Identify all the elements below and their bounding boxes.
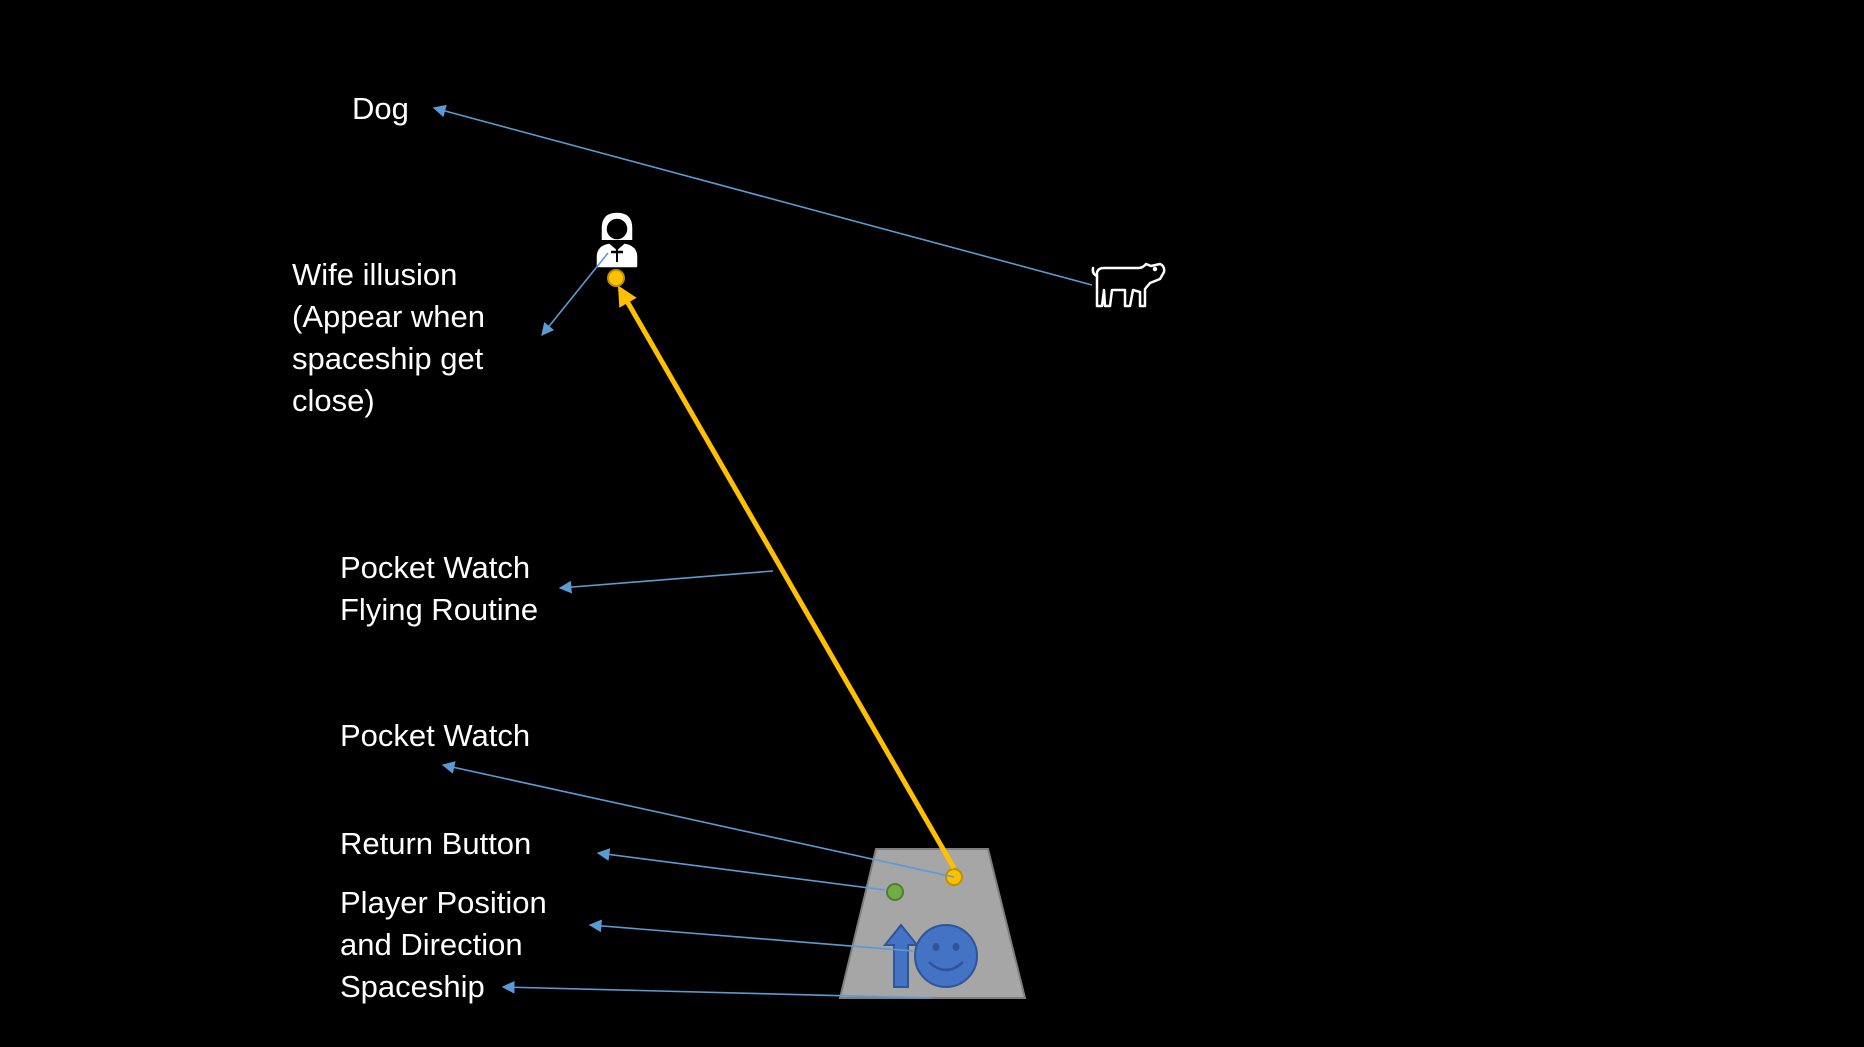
return-button-dot (886, 883, 904, 901)
return-button-label: Return Button (340, 826, 532, 861)
pocket-watch-label: Pocket Watch (340, 718, 531, 753)
wife-callout-line (541, 252, 609, 336)
return-button-callout-line (596, 848, 886, 891)
dog-label: Dog (352, 91, 409, 126)
spaceship-label: Spaceship (340, 969, 485, 1004)
woman-icon (596, 212, 638, 268)
pocket-watch-callout-line (441, 761, 955, 878)
spaceship-shape (838, 848, 1027, 999)
player-callout-line (588, 919, 914, 952)
player-position-label: Player Position and Direction (340, 885, 547, 962)
dog-callout-line (432, 104, 1093, 286)
spaceship-callout-line (501, 980, 933, 999)
flying-routine-label: Pocket Watch Flying Routine (340, 550, 539, 627)
target-watch-dot (607, 269, 625, 287)
flying-route-arrow (617, 285, 957, 870)
flying-routine-callout-line (558, 570, 774, 594)
up-arrow-icon (882, 923, 920, 988)
dog-icon (1091, 262, 1166, 308)
wife-illusion-label: Wife illusion (Appear when spaceship get… (292, 257, 486, 418)
smiley-face-icon (914, 924, 978, 988)
